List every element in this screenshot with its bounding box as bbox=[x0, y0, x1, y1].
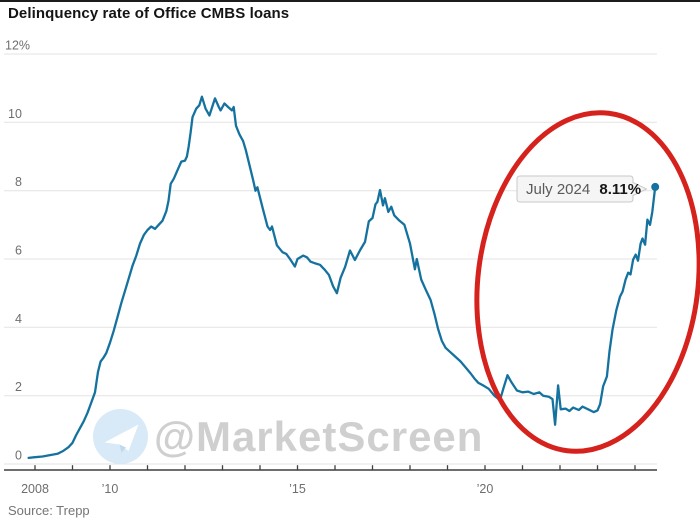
y-tick-label: 12% bbox=[5, 39, 30, 53]
y-tick-label: 10 bbox=[8, 107, 22, 121]
y-tick-label: 4 bbox=[15, 312, 22, 326]
delinquency-line-series bbox=[27, 95, 660, 460]
delinquency-rate-line bbox=[27, 95, 657, 460]
y-axis-labels: 12% 10 8 6 4 2 0 bbox=[5, 39, 30, 463]
x-tick-label: 2008 bbox=[21, 482, 49, 496]
watermark-text: @MarketScreen bbox=[154, 413, 483, 460]
tooltip-box bbox=[516, 175, 648, 203]
x-tick-label: ’20 bbox=[477, 482, 494, 496]
y-tick-label: 6 bbox=[15, 244, 22, 258]
telegram-plane-icon bbox=[104, 424, 139, 451]
y-tick-label: 2 bbox=[15, 380, 22, 394]
data-label-tooltip: July 2024 8.11% bbox=[516, 175, 648, 203]
watermark: @MarketScreen bbox=[93, 409, 483, 464]
gridlines bbox=[4, 53, 657, 465]
x-tick-label: ’15 bbox=[289, 482, 306, 496]
highlight-ellipse-annotation bbox=[474, 110, 700, 454]
svg-text:July 2024 8.11%: July 2024 8.11% bbox=[526, 181, 641, 198]
x-tick-label: ’10 bbox=[102, 482, 119, 496]
tooltip-value: 8.11% bbox=[599, 181, 641, 198]
y-tick-label: 0 bbox=[15, 449, 22, 463]
latest-data-point bbox=[651, 182, 660, 191]
source-attribution: Source: Trepp bbox=[8, 503, 90, 518]
tooltip-date-label: July 2024 bbox=[526, 181, 590, 198]
top-edge-line bbox=[0, 0, 700, 2]
x-axis: 2008 ’10 ’15 ’20 bbox=[4, 465, 657, 496]
y-tick-label: 8 bbox=[15, 175, 22, 189]
telegram-plane-fold bbox=[119, 444, 126, 453]
chart-title: Delinquency rate of Office CMBS loans bbox=[8, 5, 290, 22]
